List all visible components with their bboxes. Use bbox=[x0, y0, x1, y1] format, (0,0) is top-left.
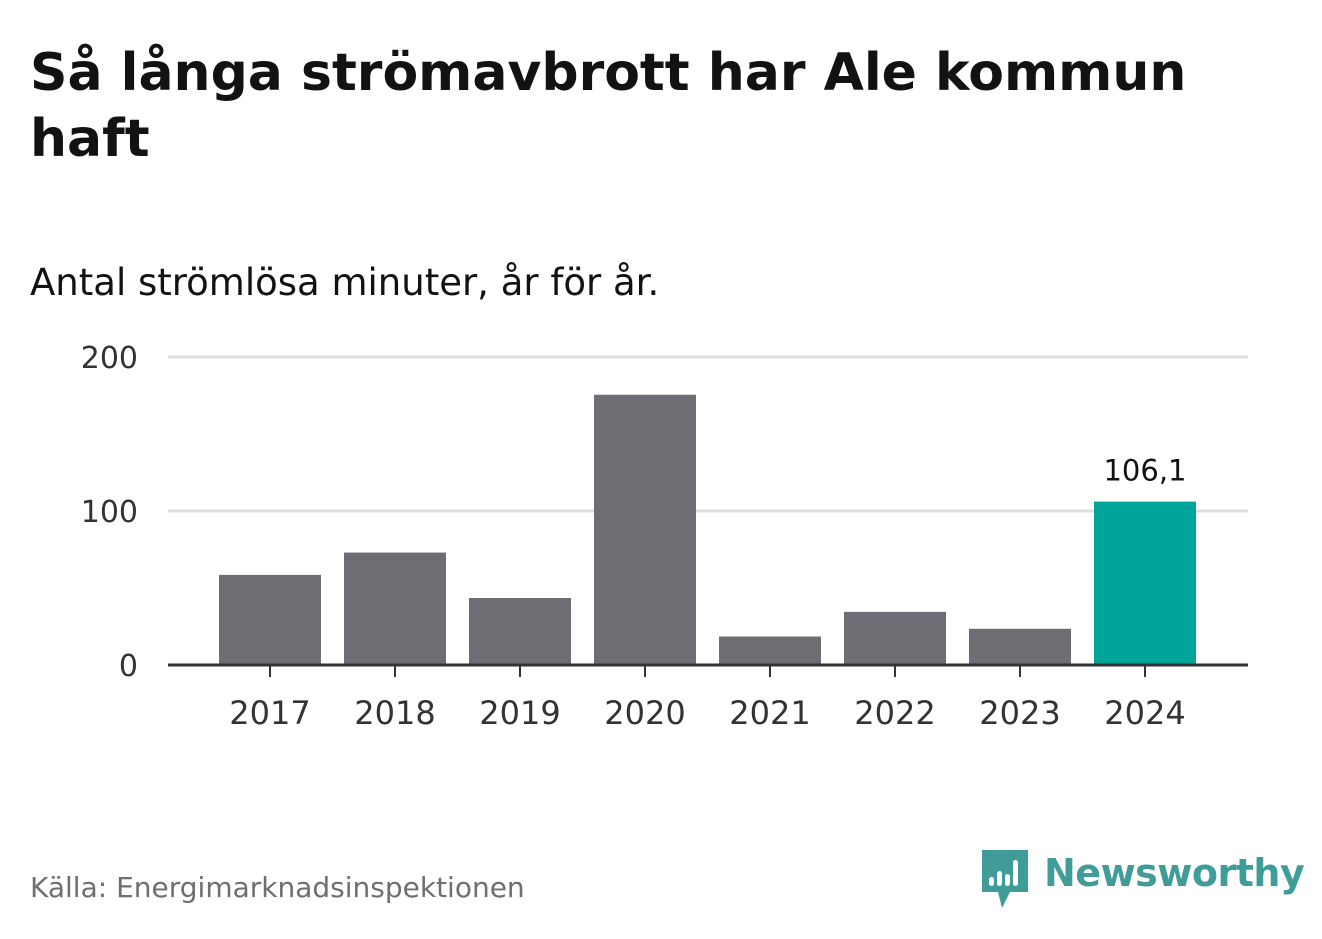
x-tick-label: 2017 bbox=[229, 694, 310, 732]
y-tick-label: 100 bbox=[81, 495, 138, 530]
bar-2024 bbox=[1094, 501, 1196, 665]
x-tick-label: 2018 bbox=[354, 694, 435, 732]
labels: 0 100 200 2017 2018 2019 2020 2021 2022 2023 106,1… bbox=[81, 341, 1187, 732]
x-tick-label: 2021 bbox=[729, 694, 810, 732]
bar-2021 bbox=[719, 636, 821, 665]
brand-name: Newsworthy bbox=[1044, 851, 1305, 895]
x-tick-label: 2023 bbox=[979, 694, 1060, 732]
bar-2017 bbox=[219, 574, 321, 665]
source-note: Källa: Energimarknadsinspektionen bbox=[30, 871, 525, 904]
x-axis bbox=[168, 663, 1248, 677]
bar-2022 bbox=[844, 611, 946, 665]
x-tick-label: 2020 bbox=[604, 694, 685, 732]
gridlines bbox=[168, 355, 1248, 513]
y-tick-label: 200 bbox=[81, 341, 138, 376]
bar-2020 bbox=[594, 394, 696, 665]
bar-2019 bbox=[469, 598, 571, 665]
data-label: 106,1 bbox=[1103, 454, 1186, 488]
x-tick-label: 2019 bbox=[479, 694, 560, 732]
x-tick-label: 2022 bbox=[854, 694, 935, 732]
bars bbox=[219, 394, 1196, 665]
chart-subtitle: Antal strömlösa minuter, år för år. bbox=[30, 261, 660, 304]
chart-title: Så långa strömavbrott har Ale kommun haf… bbox=[30, 43, 1187, 169]
y-tick-label: 0 bbox=[119, 649, 138, 684]
bar-chart: 0 100 200 2017 2018 2019 2020 2021 2022 2023 106,1… bbox=[81, 341, 1248, 732]
brand-logo[interactable]: Newsworthy bbox=[980, 848, 1305, 912]
newsworthy-bar-chart-icon bbox=[982, 850, 1028, 908]
x-tick-label: 2024 bbox=[1104, 694, 1185, 732]
bar-2018 bbox=[344, 552, 446, 665]
bar-2023 bbox=[969, 628, 1071, 665]
